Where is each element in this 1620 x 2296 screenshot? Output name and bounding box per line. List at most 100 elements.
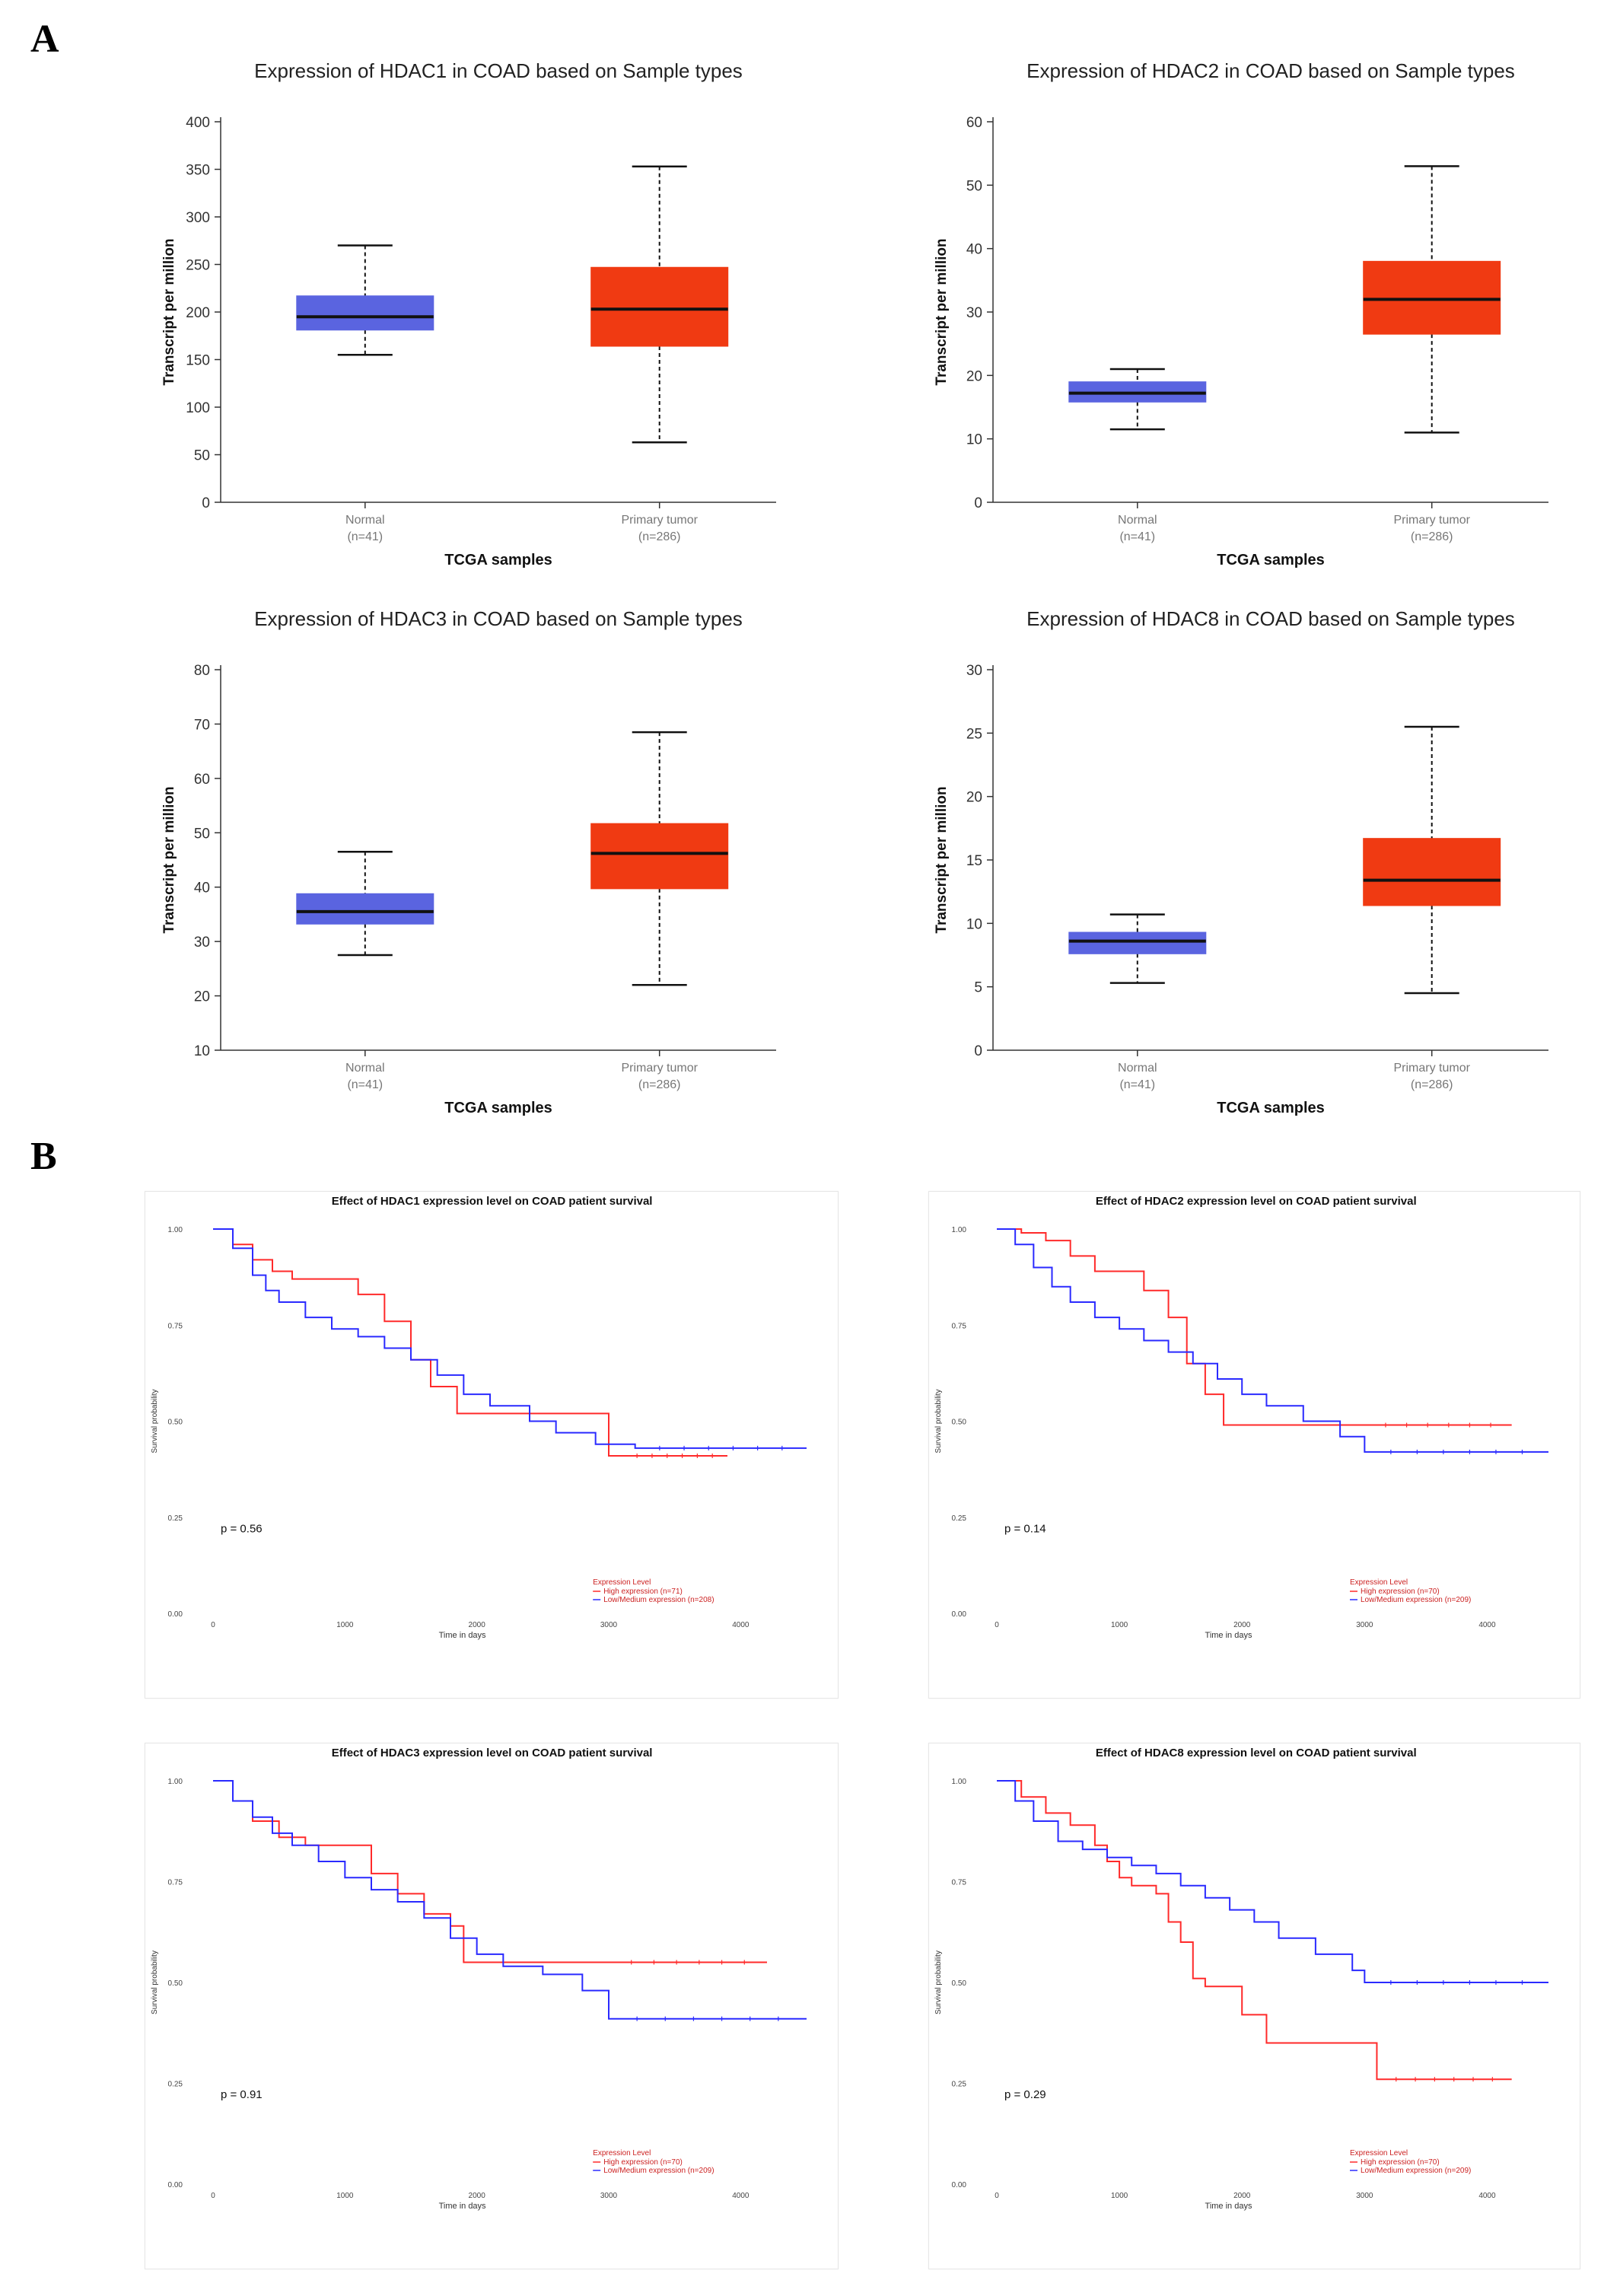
x-category-label: Normal <box>345 514 385 527</box>
legend-entry: Low/Medium expression (n=209) <box>603 2167 714 2175</box>
x-category-label: Normal <box>345 1062 385 1075</box>
chart-title: Expression of HDAC2 in COAD based on Sam… <box>1026 59 1515 82</box>
x-tick-label: 4000 <box>1478 2192 1496 2200</box>
x-tick-label: 3000 <box>600 1621 618 1629</box>
x-axis-label: Time in days <box>439 1631 486 1640</box>
y-tick-label: 0.00 <box>952 1610 967 1619</box>
y-tick-label: 60 <box>194 772 210 788</box>
chart-title: Effect of HDAC8 expression level on COAD… <box>1096 1747 1417 1759</box>
y-tick-label: 40 <box>194 881 210 896</box>
x-category-count: (n=286) <box>638 1078 681 1091</box>
y-tick-label: 20 <box>966 368 982 384</box>
x-tick-label: 3000 <box>600 2192 618 2200</box>
y-tick-label: 300 <box>186 210 210 226</box>
survival-curve-low <box>213 1780 807 2020</box>
x-tick-label: 4000 <box>1478 1621 1496 1629</box>
y-tick-label: 100 <box>186 400 210 416</box>
y-axis-label: Survival probability <box>151 1390 159 1454</box>
x-tick-label: 0 <box>995 2192 999 2200</box>
x-tick-label: 2000 <box>469 2192 486 2200</box>
boxplot-svg: Expression of HDAC2 in COAD based on Sam… <box>934 59 1548 568</box>
p-value-label: p = 0.29 <box>1004 2088 1046 2101</box>
x-category-count: (n=41) <box>1119 530 1155 543</box>
y-tick-label: 0.25 <box>952 1514 967 1523</box>
boxplot-svg: Expression of HDAC1 in COAD based on Sam… <box>161 59 776 568</box>
x-tick-label: 0 <box>211 1621 215 1629</box>
y-tick-label: 0 <box>974 495 982 511</box>
chart-title: Effect of HDAC1 expression level on COAD… <box>332 1195 653 1208</box>
x-axis-label: TCGA samples <box>1217 552 1325 568</box>
p-value-label: p = 0.14 <box>1004 1523 1046 1536</box>
y-tick-label: 0.00 <box>168 1610 183 1619</box>
y-tick-label: 0.75 <box>168 1322 183 1330</box>
y-tick-label: 30 <box>966 663 982 679</box>
x-tick-label: 3000 <box>1356 2192 1373 2200</box>
km-plot-hdac8: Effect of HDAC8 expression level on COAD… <box>928 1743 1579 2268</box>
y-tick-label: 80 <box>194 663 210 679</box>
y-tick-label: 10 <box>194 1043 210 1059</box>
y-tick-label: 0.00 <box>168 2181 183 2189</box>
y-tick-label: 0.50 <box>168 1419 183 1427</box>
x-category-label: Primary tumor <box>621 1062 698 1075</box>
x-category-label: Primary tumor <box>621 514 698 527</box>
km-frame-hdac8 <box>928 1743 1580 2269</box>
x-axis-label: TCGA samples <box>444 552 552 568</box>
panel-label-b: B <box>30 1135 57 1178</box>
x-category-count: (n=41) <box>1119 1078 1155 1091</box>
legend-entry: Low/Medium expression (n=209) <box>1361 2167 1471 2175</box>
km-svg: Effect of HDAC2 expression level on COAD… <box>934 1195 1548 1640</box>
y-tick-label: 250 <box>186 258 210 274</box>
x-axis-label: TCGA samples <box>444 1100 552 1116</box>
y-tick-label: 0.75 <box>952 1879 967 1887</box>
box-iqr <box>590 266 729 347</box>
legend-title: Expression Level <box>593 2149 651 2157</box>
y-tick-label: 10 <box>966 916 982 932</box>
y-tick-label: 0.50 <box>952 1419 967 1427</box>
box-iqr <box>296 893 434 925</box>
legend-entry: High expression (n=70) <box>1361 2158 1440 2167</box>
legend-entry: Low/Medium expression (n=209) <box>1361 1596 1471 1604</box>
x-tick-label: 3000 <box>1356 1621 1373 1629</box>
boxplot-hdac8: Expression of HDAC8 in COAD based on Sam… <box>925 607 1579 1142</box>
p-value-label: p = 0.91 <box>221 2088 263 2101</box>
x-category-label: Primary tumor <box>1393 514 1470 527</box>
x-category-label: Primary tumor <box>1393 1062 1470 1075</box>
chart-title: Expression of HDAC1 in COAD based on Sam… <box>254 59 743 82</box>
x-tick-label: 2000 <box>1233 2192 1251 2200</box>
y-tick-label: 0.75 <box>952 1322 967 1330</box>
x-axis-label: TCGA samples <box>1217 1100 1325 1116</box>
x-category-count: (n=286) <box>1411 1078 1453 1091</box>
x-category-label: Normal <box>1118 1062 1157 1075</box>
x-axis-label: Time in days <box>439 2202 486 2211</box>
x-tick-label: 1000 <box>1111 1621 1128 1629</box>
km-svg: Effect of HDAC3 expression level on COAD… <box>151 1747 807 2211</box>
y-tick-label: 1.00 <box>168 1226 183 1234</box>
x-axis-label: Time in days <box>1205 2202 1252 2211</box>
x-tick-label: 1000 <box>336 1621 354 1629</box>
y-tick-label: 200 <box>186 305 210 321</box>
y-tick-label: 1.00 <box>168 1778 183 1786</box>
x-tick-label: 2000 <box>469 1621 486 1629</box>
x-tick-label: 2000 <box>1233 1621 1251 1629</box>
chart-title: Effect of HDAC3 expression level on COAD… <box>332 1747 653 1759</box>
p-value-label: p = 0.56 <box>221 1523 263 1536</box>
y-tick-label: 0.25 <box>168 1514 183 1523</box>
x-tick-label: 4000 <box>732 1621 750 1629</box>
y-tick-label: 40 <box>966 242 982 258</box>
y-tick-label: 0.50 <box>952 1979 967 1988</box>
y-axis-label: Transcript per million <box>934 786 950 933</box>
y-tick-label: 150 <box>186 353 210 369</box>
boxplot-hdac2: Expression of HDAC2 in COAD based on Sam… <box>925 59 1579 594</box>
km-svg: Effect of HDAC8 expression level on COAD… <box>934 1747 1548 2211</box>
x-category-count: (n=286) <box>638 530 681 543</box>
legend-title: Expression Level <box>1350 2149 1408 2157</box>
legend-title: Expression Level <box>593 1578 651 1587</box>
y-tick-label: 0.75 <box>168 1879 183 1887</box>
y-tick-label: 50 <box>966 178 982 194</box>
km-svg: Effect of HDAC1 expression level on COAD… <box>151 1195 807 1640</box>
box-iqr <box>1363 838 1501 906</box>
y-axis-label: Survival probability <box>934 1390 943 1454</box>
y-tick-label: 0.25 <box>952 2081 967 2089</box>
y-tick-label: 25 <box>966 726 982 742</box>
y-tick-label: 50 <box>194 448 210 464</box>
